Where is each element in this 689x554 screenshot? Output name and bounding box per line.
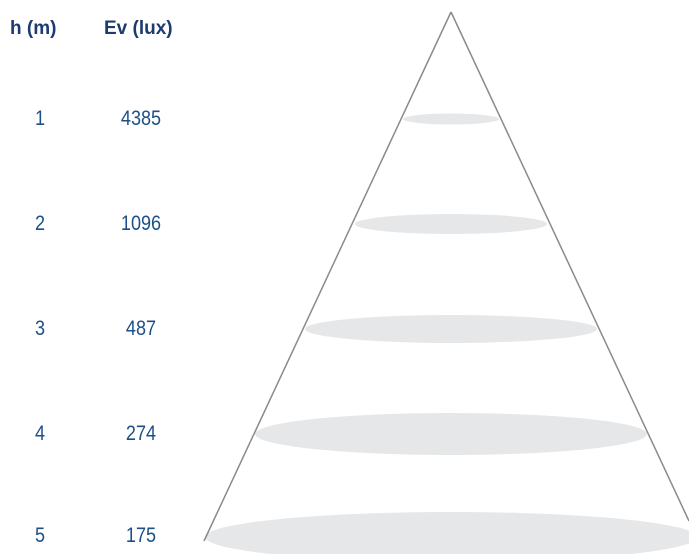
cone-right-edge (450, 11, 689, 522)
illuminance-value: 487 (125, 317, 157, 340)
height-value: 3 (34, 317, 46, 340)
illuminance-column-header: Ev (lux) (104, 18, 173, 39)
illuminance-value: 1096 (120, 212, 162, 235)
illuminance-value: 274 (125, 422, 157, 445)
illuminance-ellipse-2m (355, 214, 547, 234)
illuminance-ellipse-4m (255, 413, 647, 455)
height-column-header: h (m) (10, 18, 57, 39)
illuminance-value: 4385 (120, 107, 162, 130)
cone-outline (203, 11, 689, 542)
illuminance-ellipses (205, 113, 689, 554)
illuminance-value: 175 (125, 524, 157, 547)
illuminance-ellipse-1m (403, 113, 499, 125)
height-value: 4 (34, 422, 46, 445)
illuminance-ellipse-3m (305, 315, 597, 343)
height-value: 1 (34, 107, 46, 130)
illuminance-ellipse-5m (205, 512, 689, 554)
cone-left-edge (203, 11, 452, 542)
height-value: 5 (34, 524, 46, 547)
height-value: 2 (34, 212, 46, 235)
